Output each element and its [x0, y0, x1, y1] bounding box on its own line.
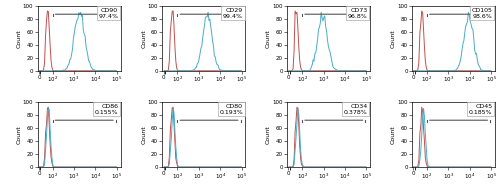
Y-axis label: Count: Count	[141, 29, 146, 48]
Y-axis label: Count: Count	[16, 29, 21, 48]
Y-axis label: Count: Count	[391, 125, 396, 144]
Text: CD86
0.155%: CD86 0.155%	[94, 104, 118, 115]
Text: CD80
0.193%: CD80 0.193%	[219, 104, 243, 115]
Text: CD34
0.378%: CD34 0.378%	[344, 104, 368, 115]
Text: CD29
99.4%: CD29 99.4%	[223, 8, 243, 18]
Y-axis label: Count: Count	[16, 125, 21, 144]
Y-axis label: Count: Count	[266, 29, 271, 48]
Y-axis label: Count: Count	[141, 125, 146, 144]
Y-axis label: Count: Count	[391, 29, 396, 48]
Text: CD90
97.4%: CD90 97.4%	[98, 8, 118, 18]
Y-axis label: Count: Count	[266, 125, 271, 144]
Text: CD45
0.185%: CD45 0.185%	[469, 104, 492, 115]
Text: CD73
96.8%: CD73 96.8%	[348, 8, 368, 18]
Text: CD105
98.6%: CD105 98.6%	[472, 8, 492, 18]
